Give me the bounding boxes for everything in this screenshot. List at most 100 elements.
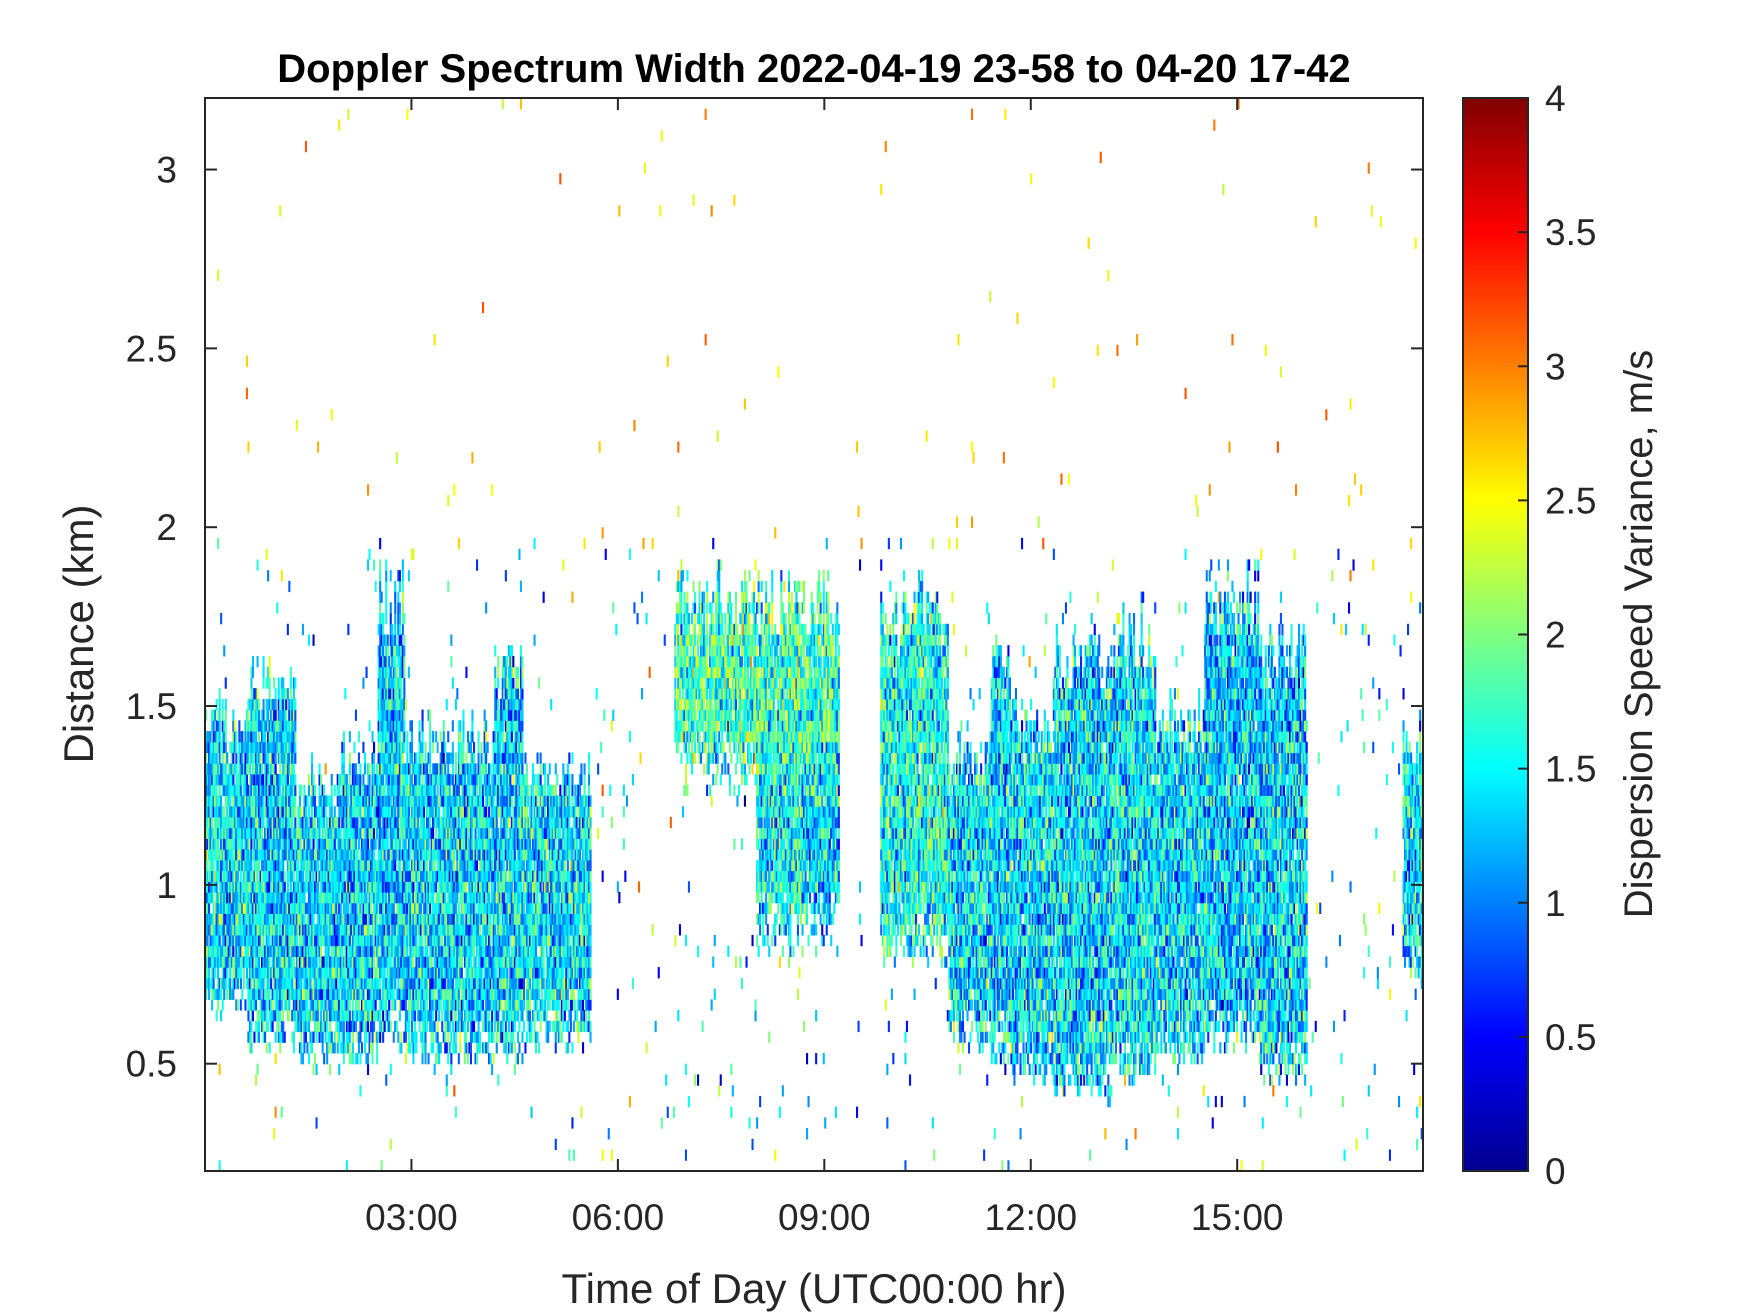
echo-cell	[455, 1032, 457, 1043]
echo-cell	[284, 881, 286, 892]
echo-cell	[400, 1032, 402, 1043]
echo-cell	[464, 1021, 466, 1032]
echo-cell	[476, 785, 478, 796]
echo-cell	[229, 795, 231, 806]
echo-cell	[349, 731, 351, 742]
echo-cell	[434, 1064, 436, 1075]
echo-cell	[400, 688, 402, 699]
echo-cell	[220, 1010, 222, 1021]
echo-cell	[249, 763, 251, 774]
echo-cell	[458, 538, 460, 549]
echo-cell	[287, 624, 289, 635]
echo-cell	[482, 302, 484, 313]
echo-cell	[422, 774, 424, 785]
echo-cell	[411, 1021, 413, 1032]
echo-cell	[381, 592, 383, 603]
echo-cell	[476, 559, 478, 570]
echo-cell	[225, 742, 227, 753]
echo-cell	[294, 795, 296, 806]
echo-cell	[399, 602, 401, 613]
echo-cell	[320, 946, 322, 957]
echo-cell	[405, 838, 407, 849]
echo-cell	[294, 806, 296, 817]
echo-cell	[279, 1042, 281, 1053]
echo-cell	[403, 742, 405, 753]
echo-cell	[278, 849, 280, 860]
echo-cell	[347, 109, 349, 120]
echo-cell	[252, 667, 254, 678]
echo-cell	[300, 1042, 302, 1053]
echo-cell	[388, 1010, 390, 1021]
echo-cell	[475, 763, 477, 774]
echo-cell	[453, 849, 455, 860]
echo-cell	[462, 710, 464, 721]
echo-cell	[450, 1010, 452, 1021]
echo-cell	[288, 999, 290, 1010]
echo-cell	[394, 635, 396, 646]
echo-cell	[408, 667, 410, 678]
echo-cell	[366, 667, 368, 678]
echo-cell	[250, 677, 252, 688]
echo-cell	[317, 441, 319, 452]
echo-cell	[403, 645, 405, 656]
echo-cell	[270, 978, 272, 989]
echo-cell	[328, 946, 330, 957]
echo-cell	[452, 774, 454, 785]
echo-cell	[471, 720, 473, 731]
echo-cell	[308, 806, 310, 817]
echo-cell	[278, 688, 280, 699]
echo-cell	[266, 549, 268, 560]
echo-cell	[252, 1010, 254, 1021]
echo-cell	[293, 1032, 295, 1043]
echo-cell	[323, 785, 325, 796]
echo-cell	[210, 731, 212, 742]
echo-cell	[403, 656, 405, 667]
echo-cell	[290, 688, 292, 699]
echo-cell	[341, 946, 343, 957]
echo-cell	[335, 978, 337, 989]
echo-cell	[317, 1010, 319, 1021]
echo-cell	[313, 871, 315, 882]
echo-cell	[390, 1064, 392, 1075]
echo-cell	[349, 935, 351, 946]
echo-cell	[355, 763, 357, 774]
echo-cell	[317, 881, 319, 892]
echo-cell	[267, 710, 269, 721]
echo-cell	[370, 903, 372, 914]
echo-cell	[226, 967, 228, 978]
echo-cell	[408, 1010, 410, 1021]
echo-cell	[247, 1010, 249, 1021]
echo-cell	[452, 753, 454, 764]
echo-cell	[288, 581, 290, 592]
echo-cell	[275, 710, 277, 721]
echo-cell	[338, 785, 340, 796]
echo-cell	[382, 774, 384, 785]
echo-cell	[232, 753, 234, 764]
echo-cell	[408, 1021, 410, 1032]
echo-cell	[397, 978, 399, 989]
echo-cell	[456, 688, 458, 699]
echo-cell	[403, 731, 405, 742]
echo-cell	[408, 806, 410, 817]
echo-cell	[275, 1032, 277, 1043]
echo-cell	[313, 1064, 315, 1075]
echo-cell	[343, 742, 345, 753]
echo-cell	[229, 978, 231, 989]
echo-cell	[306, 999, 308, 1010]
echo-cell	[402, 624, 404, 635]
echo-cell	[467, 731, 469, 742]
echo-cell	[465, 1042, 467, 1053]
echo-cell	[346, 1160, 348, 1171]
echo-cell	[479, 1042, 481, 1053]
echo-cell	[415, 935, 417, 946]
echo-cell	[437, 1021, 439, 1032]
echo-cell	[429, 763, 431, 774]
echo-cell	[226, 753, 228, 764]
echo-cell	[455, 1042, 457, 1053]
echo-cell	[408, 570, 410, 581]
echo-cell	[355, 1021, 357, 1032]
echo-cell	[305, 1032, 307, 1043]
echo-cell	[359, 774, 361, 785]
echo-cell	[241, 731, 243, 742]
echo-cell	[223, 645, 225, 656]
